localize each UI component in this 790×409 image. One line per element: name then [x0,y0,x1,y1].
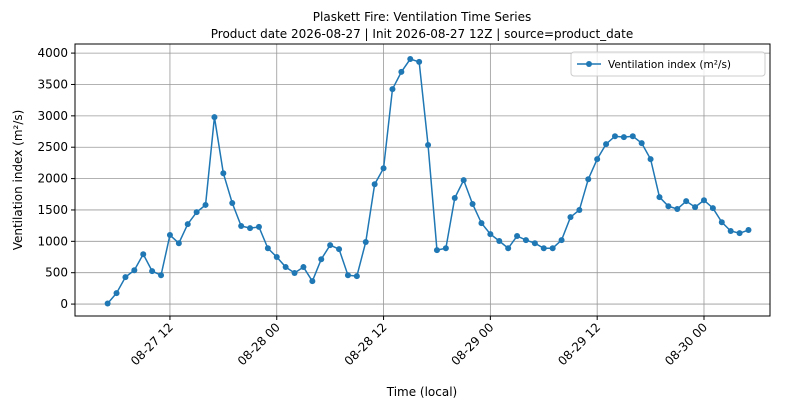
data-point [567,214,574,221]
data-point [433,247,440,254]
data-point [336,246,343,253]
x-axis-label: Time (local) [386,385,458,399]
y-tick-label: 2000 [37,172,68,186]
data-point [522,237,529,244]
legend-box [570,51,766,77]
data-point [700,197,707,204]
data-point [247,225,254,232]
data-point [647,156,654,163]
y-tick-label: 1500 [37,203,68,217]
data-point [140,251,147,258]
data-point [478,220,485,227]
data-point [229,200,236,207]
data-point [104,300,111,307]
data-point [638,140,645,147]
data-point [371,181,378,188]
data-point [576,206,583,213]
data-point [442,245,449,252]
data-point [202,201,209,208]
data-point [131,267,138,274]
data-point [585,176,592,183]
data-point [416,58,423,65]
data-point [469,201,476,207]
legend: Ventilation index (m²/s) [570,51,766,77]
data-point [496,238,503,245]
data-point [353,273,360,280]
data-point [736,230,743,237]
y-tick-label: 0 [60,297,68,311]
data-point [327,242,334,249]
y-axis-label: Ventilation index (m²/s) [11,110,25,251]
data-point [620,134,627,141]
data-point [362,238,369,245]
data-point [683,198,690,205]
data-point [344,272,351,279]
data-point [407,56,414,63]
y-tick-label: 3000 [37,109,68,123]
data-point [273,254,280,261]
data-point [149,268,156,275]
data-point [514,233,521,239]
data-point [300,264,307,271]
data-point [549,245,556,252]
data-point [166,232,173,239]
data-point [629,133,636,140]
data-point [264,245,271,252]
data-point [380,165,387,172]
data-point [487,231,494,238]
data-point [291,270,298,277]
y-tick-label: 1000 [37,234,68,248]
data-point [611,133,618,140]
y-tick-label: 2500 [37,140,68,154]
data-point [282,264,289,271]
plot-frame [74,43,771,317]
legend-marker [586,61,592,67]
data-point [727,227,734,234]
data-point [540,245,547,252]
data-point [692,204,699,211]
data-point [709,205,716,212]
y-tick-label: 4000 [37,46,68,60]
data-point [175,240,182,247]
data-point [531,240,538,247]
data-point [122,274,129,281]
data-point [558,237,565,244]
data-point [389,86,396,93]
data-point [594,156,601,163]
legend-label: Ventilation index (m²/s) [608,59,731,71]
data-point [398,68,405,75]
chart-title: Plaskett Fire: Ventilation Time Series [313,10,531,24]
data-point [158,272,165,279]
data-point [425,142,432,149]
data-point [718,219,725,226]
data-point [656,194,663,201]
y-tick-label: 3500 [37,77,68,91]
data-point [460,177,467,184]
data-point [255,223,262,230]
data-point [665,203,672,210]
chart-subtitle: Product date 2026-08-27 | Init 2026-08-2… [211,27,634,41]
data-point [745,227,752,234]
data-point [220,170,227,177]
data-point [113,290,120,297]
data-point [211,114,218,121]
data-point [309,278,316,285]
data-point [451,195,458,202]
data-point [603,141,610,148]
data-point [238,222,245,229]
data-point [318,256,325,263]
data-point [674,206,681,213]
data-point [184,221,191,228]
data-point [193,209,200,216]
y-tick-label: 500 [45,266,68,280]
data-point [505,245,512,252]
